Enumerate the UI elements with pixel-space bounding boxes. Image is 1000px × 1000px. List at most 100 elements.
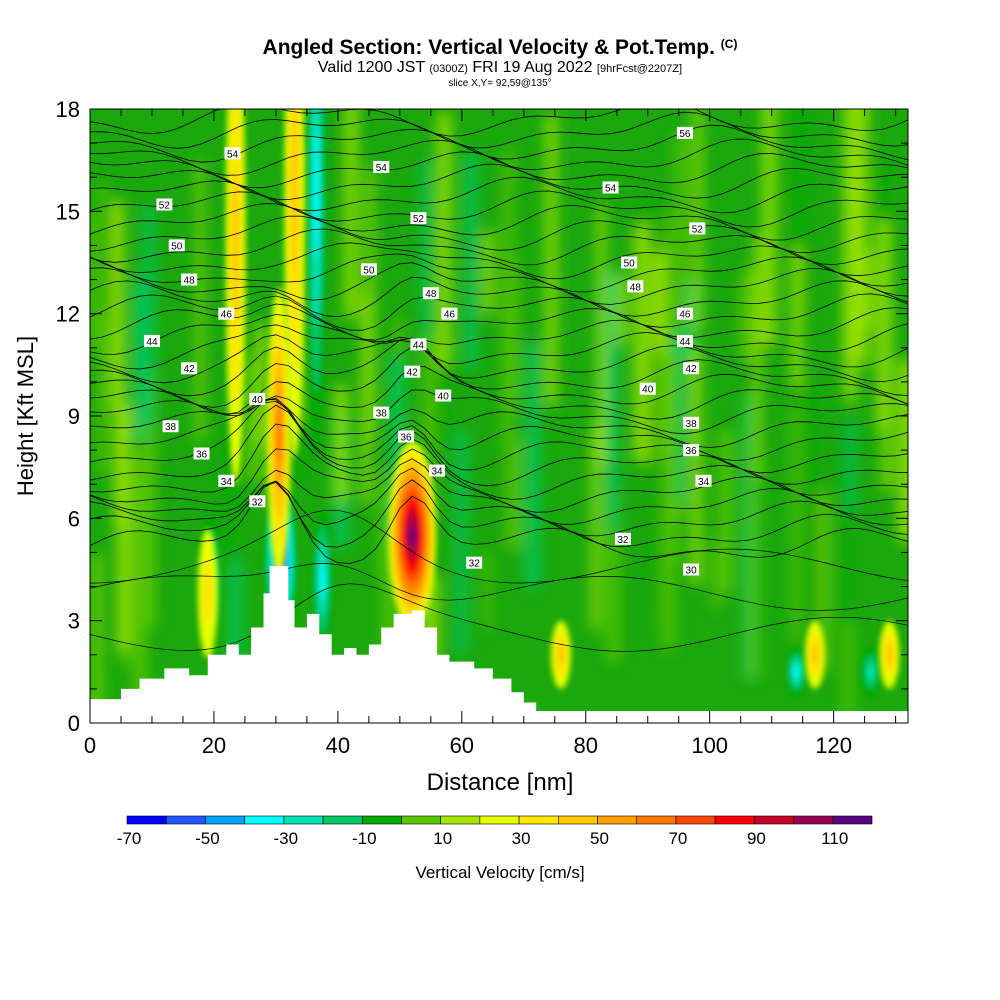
isotherm-line (90, 346, 908, 408)
isotherm-label-text: 48 (425, 289, 437, 300)
isotherm-label-box (404, 365, 421, 378)
texture-streak (421, 158, 431, 360)
forecast-info: [9hrFcst@2207Z] (596, 63, 683, 75)
isotherm-label: 48 (422, 287, 439, 300)
isotherm-label: 52 (689, 222, 706, 235)
isotherm-label: 44 (143, 334, 160, 348)
texture-streak (591, 423, 601, 631)
velocity-contour (319, 561, 325, 598)
colorbar-tick-label: -10 (352, 829, 377, 848)
isotherm-label-box (695, 474, 712, 487)
isotherm-label: 38 (162, 420, 179, 433)
updraft-cell (805, 620, 826, 689)
isotherm-label-text: 36 (686, 446, 698, 457)
y-tick-label: 9 (68, 404, 80, 429)
colorbar-swatch (205, 815, 245, 825)
isotherm-label: 40 (435, 389, 452, 403)
colorbar-swatch (518, 815, 559, 825)
colorbar-swatch (832, 815, 873, 825)
velocity-contour (202, 561, 213, 626)
y-tick-label: 0 (68, 711, 80, 736)
colorbar-tick-label: 10 (433, 829, 452, 848)
isotherm-label-box (683, 563, 700, 576)
isotherm-line (90, 563, 908, 611)
isotherm-line (90, 399, 908, 462)
texture-streak (344, 109, 358, 320)
chart-title-unit: (C) (720, 37, 738, 51)
isotherm-label-text: 34 (431, 467, 443, 478)
isotherm-label-box (410, 212, 427, 225)
isotherm-label-text: 52 (159, 201, 171, 212)
updraft-cell (197, 528, 218, 658)
colorbar-swatch (636, 815, 677, 825)
isotherm-label-box (168, 239, 185, 252)
isotherm-line (90, 253, 908, 293)
texture-streak (90, 208, 99, 347)
isotherm-label: 50 (168, 239, 185, 252)
colorbar-tick-label: -70 (117, 829, 142, 848)
isotherm-line (90, 262, 908, 305)
texture-streak (334, 384, 348, 502)
texture-streak (483, 230, 494, 317)
isotherm-label-text: 40 (642, 385, 654, 396)
x-tick-label: 60 (450, 733, 474, 758)
isotherm-label-text: 48 (184, 276, 196, 287)
texture-streak (693, 109, 702, 333)
isotherm-label: 38 (373, 406, 390, 420)
isotherm-label-box (676, 307, 693, 320)
downdraft-cell (860, 646, 881, 698)
colorbar-swatch (754, 815, 794, 825)
isotherm-label-box (676, 126, 693, 139)
texture-streak (691, 344, 702, 586)
isotherm-label-text: 36 (400, 432, 412, 443)
velocity-cells (197, 109, 900, 698)
velocity-contour (793, 665, 799, 679)
isotherm-label-box (249, 392, 266, 405)
isotherm-label-box (466, 556, 483, 569)
x-tick-label: 40 (326, 733, 350, 758)
texture-streak (763, 109, 776, 349)
isotherm-label-box (410, 338, 427, 351)
colorbar-swatch (558, 815, 598, 825)
isotherm-label: 52 (156, 198, 173, 212)
texture-streak (656, 245, 665, 356)
isotherm-line (90, 401, 908, 449)
isotherm-label-text: 32 (252, 497, 264, 508)
isotherm-label-box (689, 222, 706, 235)
isotherm-line (90, 583, 908, 652)
y-axis-label: Height [Kft MSL] (13, 336, 38, 496)
texture-streak (504, 258, 519, 414)
colorbar-swatch (714, 815, 755, 825)
isotherm-label: 46 (218, 307, 235, 321)
texture-streak (437, 111, 451, 369)
texture-streak (604, 270, 619, 532)
colorbar-tick-label: 30 (512, 829, 531, 848)
isotherm-label-box (422, 287, 439, 300)
isotherm-line (90, 467, 908, 537)
x-tick-label: 20 (202, 733, 226, 758)
colorbar-label: Vertical Velocity [cm/s] (415, 863, 585, 882)
isotherm-label: 48 (627, 280, 644, 293)
isotherm-label: 42 (683, 362, 700, 375)
updraft-cell (550, 620, 571, 689)
isotherm-label-text: 52 (413, 214, 425, 225)
texture-streak (898, 359, 908, 544)
isotherm-label-box (398, 430, 415, 443)
isotherm-label: 40 (249, 392, 266, 406)
isotherm-label-box (627, 280, 644, 293)
isotherm-line (90, 228, 908, 266)
isotherm-line (90, 203, 908, 241)
isotherm-label-text: 54 (605, 183, 617, 194)
isotherm-line (90, 480, 908, 564)
texture-streak (662, 349, 679, 565)
isotherm-label-box (224, 147, 241, 160)
isotherm-label-text: 42 (407, 368, 419, 379)
isotherm-label-text: 44 (413, 340, 425, 351)
isotherm-line (90, 163, 908, 201)
texture-streak (804, 380, 816, 613)
y-tick-label: 3 (68, 609, 80, 634)
isotherm-label-box (162, 420, 179, 433)
isotherm-line (90, 276, 908, 318)
